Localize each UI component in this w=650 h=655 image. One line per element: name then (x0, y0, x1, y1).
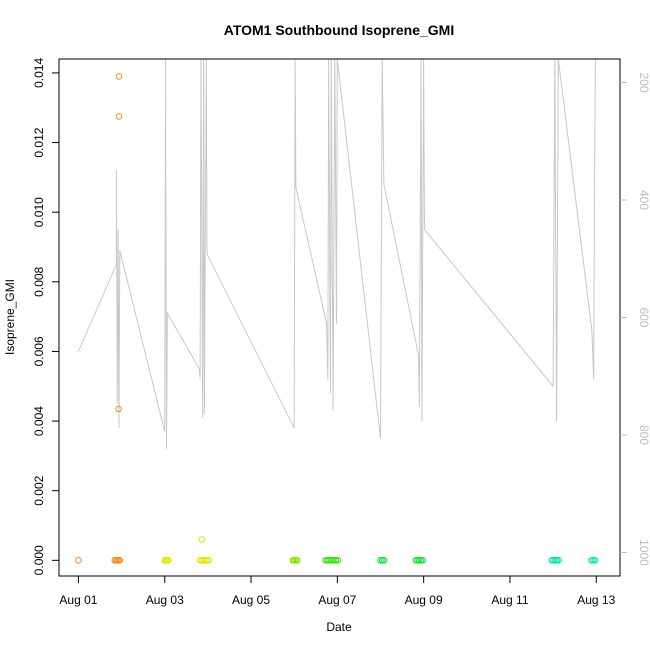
data-point (334, 557, 342, 564)
y-tick-label: 0.006 (32, 336, 46, 366)
x-tick-label: Aug 07 (318, 593, 356, 607)
y-tick-label: 0.014 (32, 58, 46, 88)
y-right-tick-label: 400 (637, 190, 650, 210)
data-point (589, 557, 597, 564)
y-right-tick-label: 800 (637, 425, 650, 445)
data-point (115, 113, 123, 120)
y-tick-label: 0.010 (32, 197, 46, 227)
y-tick-label: 0.000 (32, 545, 46, 575)
data-point (198, 536, 206, 543)
data-point (555, 557, 563, 564)
y-right-tick-label: 1000 (637, 539, 650, 566)
overlay-line (77, 58, 596, 449)
x-tick-label: Aug 01 (59, 593, 97, 607)
y-axis: 0.000 0.002 0.004 0.006 0.008 0.010 0.012 0.014 (32, 58, 59, 575)
y-axis-right: 200 400 600 800 1000 (620, 72, 650, 566)
data-point (115, 405, 122, 413)
x-tick-label: Aug 05 (232, 593, 270, 607)
data-point (416, 557, 423, 564)
x-axis-label: Date (326, 620, 352, 634)
x-tick-label: Aug 09 (405, 593, 443, 607)
data-point (205, 557, 212, 564)
data-point (293, 557, 301, 564)
data-point (591, 557, 599, 564)
y-right-tick-label: 200 (637, 72, 650, 92)
y-tick-label: 0.012 (32, 127, 46, 157)
y-tick-label: 0.008 (32, 266, 46, 296)
x-tick-label: Aug 11 (491, 593, 528, 607)
y-tick-label: 0.002 (32, 475, 46, 505)
plot-frame (58, 58, 621, 577)
y-axis-label: Isoprene_GMI (3, 279, 17, 355)
y-tick-label: 0.004 (32, 406, 46, 436)
x-tick-label: Aug 03 (146, 593, 184, 607)
y-right-tick-label: 600 (637, 307, 650, 327)
data-point (116, 557, 124, 564)
x-axis: Aug 01 Aug 03 Aug 05 Aug 07 Aug 09 Aug 11 Aug … (59, 575, 616, 607)
data-point (165, 557, 172, 564)
data-point (419, 557, 427, 564)
data-point (332, 557, 340, 564)
data-point (115, 73, 123, 80)
chart-title: ATOM1 Southbound Isoprene_GMI (224, 22, 454, 38)
data-point (75, 557, 82, 564)
plot-content (75, 58, 599, 564)
x-tick-label: Aug 13 (577, 593, 615, 607)
data-point (380, 557, 388, 564)
